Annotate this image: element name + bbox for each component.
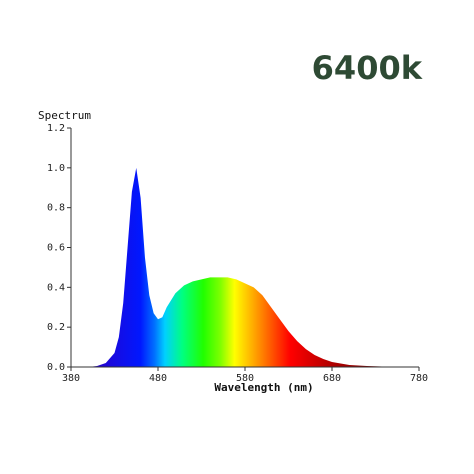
y-tick-label: 0.6 bbox=[47, 243, 65, 254]
y-tick-label: 1.0 bbox=[47, 163, 65, 174]
x-axis-title: Wavelength (nm) bbox=[214, 381, 313, 394]
y-axis-title: Spectrum bbox=[38, 109, 91, 122]
spectrum-area bbox=[71, 167, 419, 367]
x-tick-label: 380 bbox=[62, 373, 80, 384]
x-tick-label: 580 bbox=[236, 373, 254, 384]
chart-title: 6400k bbox=[312, 49, 423, 87]
y-tick-label: 1.2 bbox=[47, 123, 65, 134]
y-tick-label: 0.2 bbox=[47, 322, 65, 333]
x-tick-label: 480 bbox=[149, 373, 167, 384]
y-tick-label: 0.4 bbox=[47, 282, 65, 293]
x-tick-label: 780 bbox=[410, 373, 428, 384]
x-tick-label: 680 bbox=[323, 373, 341, 384]
y-tick-label: 0.8 bbox=[47, 203, 65, 214]
y-tick-label: 0.0 bbox=[47, 362, 65, 373]
